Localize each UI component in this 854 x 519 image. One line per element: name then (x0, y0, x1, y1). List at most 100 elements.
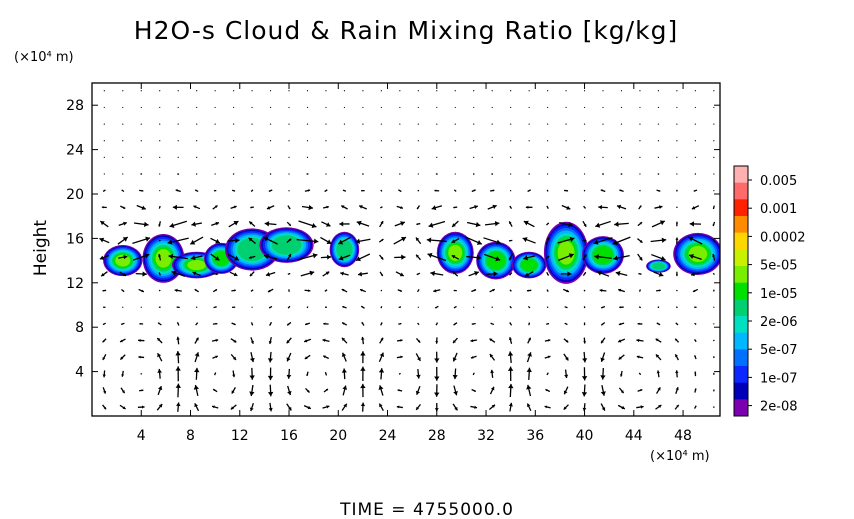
wind-vector (120, 322, 125, 326)
wind-dot (565, 90, 567, 92)
wind-vector (341, 322, 348, 326)
wind-dot (454, 106, 456, 109)
wind-vector (396, 405, 403, 409)
wind-vector (338, 254, 351, 261)
wind-dot (620, 106, 623, 109)
wind-vector (563, 404, 569, 411)
wind-vector (594, 254, 612, 260)
wind-vector (380, 322, 383, 326)
wind-vector (322, 271, 330, 277)
wind-vector (305, 388, 310, 393)
wind-vector (397, 339, 403, 342)
wind-vector (657, 173, 660, 175)
wind-vector (415, 338, 421, 344)
wind-vector (599, 288, 607, 293)
wind-vector (453, 305, 457, 309)
wind-dot (713, 190, 715, 192)
wind-vector (544, 355, 551, 359)
wind-dot (602, 140, 604, 142)
wind-vector (323, 388, 329, 393)
wind-vector (360, 383, 366, 398)
wind-dot (251, 90, 253, 92)
wind-vector (135, 271, 147, 277)
wind-vector (301, 204, 314, 211)
wind-vector (267, 367, 274, 381)
wind-vector (563, 353, 569, 361)
wind-vector (230, 338, 237, 343)
wind-dot (583, 106, 586, 109)
cloud-contour (213, 251, 230, 266)
wind-dot (103, 90, 105, 92)
wind-vector (416, 205, 421, 210)
wind-dot (417, 173, 419, 175)
wind-vector (693, 189, 698, 192)
wind-dot (473, 156, 475, 158)
wind-vector (544, 339, 551, 342)
wind-dot (214, 106, 216, 109)
wind-vector (118, 254, 128, 260)
wind-dot (676, 140, 678, 142)
wind-vector (694, 306, 697, 308)
wind-vector (211, 338, 219, 342)
wind-dot (565, 140, 567, 142)
wind-dot (343, 123, 346, 125)
wind-dot (306, 106, 309, 109)
wind-vector (286, 253, 292, 261)
wind-vector (339, 221, 350, 227)
wind-vector (158, 221, 161, 227)
wind-vector (490, 369, 495, 378)
wind-vector (397, 389, 403, 392)
wind-vector (324, 306, 327, 308)
wind-dot (325, 90, 327, 92)
wind-dot (233, 106, 235, 109)
wind-vector (507, 366, 514, 382)
colorbar-swatch (734, 366, 748, 383)
wind-dot (343, 106, 346, 109)
wind-vector (232, 173, 235, 175)
wind-vector (324, 289, 328, 292)
cloud-patch (646, 259, 671, 273)
wind-vector (637, 253, 643, 261)
wind-vector (490, 189, 495, 192)
wind-dot (547, 123, 549, 125)
wind-vector (132, 236, 151, 244)
wind-vector (121, 189, 125, 193)
wind-vector (527, 337, 532, 344)
x-tick-label: 16 (280, 428, 298, 444)
wind-dot (510, 156, 512, 158)
wind-vector (395, 271, 405, 277)
wind-dot (473, 123, 475, 125)
cloud-contour (688, 245, 708, 262)
wind-vector (343, 173, 346, 175)
wind-dot (436, 106, 438, 109)
wind-vector (416, 288, 420, 293)
wind-vector (559, 221, 574, 228)
wind-vector (527, 189, 531, 193)
wind-vector (194, 352, 200, 363)
wind-vector (675, 221, 679, 227)
wind-dot (269, 106, 272, 109)
wind-vector (675, 237, 679, 244)
wind-vector (380, 289, 383, 292)
colorbar-swatch (734, 166, 748, 183)
wind-dot (177, 140, 179, 142)
wind-dot (362, 90, 364, 92)
wind-vector (361, 336, 365, 345)
x-tick-label: 36 (526, 428, 544, 444)
wind-vector (397, 289, 403, 292)
wind-dot (122, 106, 124, 109)
wind-vector (433, 289, 441, 293)
wind-vector (583, 337, 587, 344)
wind-vector (378, 352, 385, 362)
wind-vector (250, 289, 254, 292)
wind-vector (602, 173, 604, 175)
wind-vector (358, 205, 367, 210)
wind-vector (158, 272, 161, 276)
wind-vector (380, 189, 383, 192)
wind-dot (122, 156, 124, 158)
wind-vector (360, 305, 365, 309)
wind-vector (596, 270, 610, 277)
wind-dot (694, 156, 696, 158)
wind-vector (435, 322, 439, 326)
wind-dot (436, 90, 438, 92)
